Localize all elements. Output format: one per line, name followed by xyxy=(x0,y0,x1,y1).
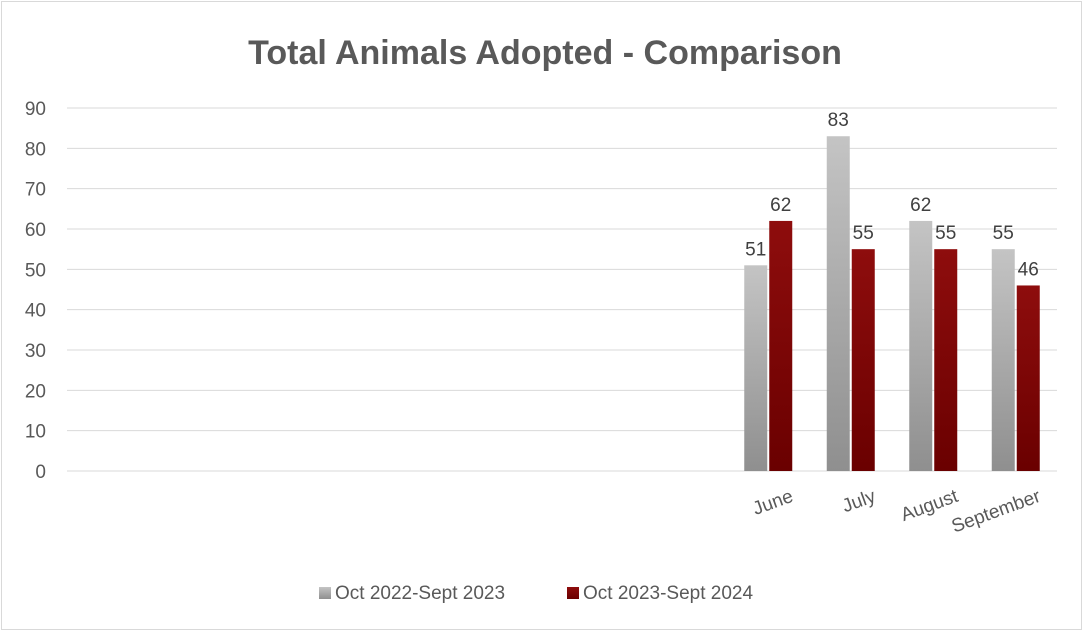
y-tick-label: 90 xyxy=(25,99,46,120)
y-tick-label: 70 xyxy=(25,180,46,201)
legend: Oct 2022-Sept 2023 Oct 2023-Sept 2024 xyxy=(319,583,753,604)
data-label: 55 xyxy=(993,223,1014,244)
data-label: 62 xyxy=(770,195,791,216)
data-label: 83 xyxy=(828,110,849,131)
y-tick-label: 80 xyxy=(25,139,46,160)
legend-swatch xyxy=(567,587,579,599)
legend-swatch xyxy=(319,587,331,599)
bar xyxy=(769,220,793,471)
bars xyxy=(744,136,1040,471)
bar xyxy=(991,249,1015,471)
data-label: 51 xyxy=(745,239,766,260)
data-label: 46 xyxy=(1018,259,1039,280)
y-tick-label: 30 xyxy=(25,341,46,362)
data-label: 55 xyxy=(935,223,956,244)
bar xyxy=(851,249,875,471)
data-label: 62 xyxy=(910,195,931,216)
gridlines xyxy=(67,107,1057,472)
bar xyxy=(934,249,958,471)
x-tick-label: July xyxy=(840,486,879,517)
data-label: 55 xyxy=(853,223,874,244)
bar xyxy=(744,265,768,471)
bar xyxy=(1016,285,1040,471)
y-tick-label: 20 xyxy=(25,381,46,402)
y-tick-label: 40 xyxy=(25,301,46,322)
y-axis: 0 10 20 30 40 50 60 70 80 90 xyxy=(25,99,46,483)
x-tick-label: June xyxy=(750,486,796,520)
y-tick-label: 50 xyxy=(25,260,46,281)
x-tick-label: September xyxy=(949,486,1044,538)
y-tick-label: 0 xyxy=(35,462,46,483)
bar xyxy=(909,220,933,471)
chart-title: Total Animals Adopted - Comparison xyxy=(248,34,842,72)
y-tick-label: 60 xyxy=(25,220,46,241)
y-tick-label: 10 xyxy=(25,422,46,443)
legend-label: Oct 2023-Sept 2024 xyxy=(583,583,753,604)
bar xyxy=(826,136,850,471)
legend-label: Oct 2022-Sept 2023 xyxy=(335,583,505,604)
